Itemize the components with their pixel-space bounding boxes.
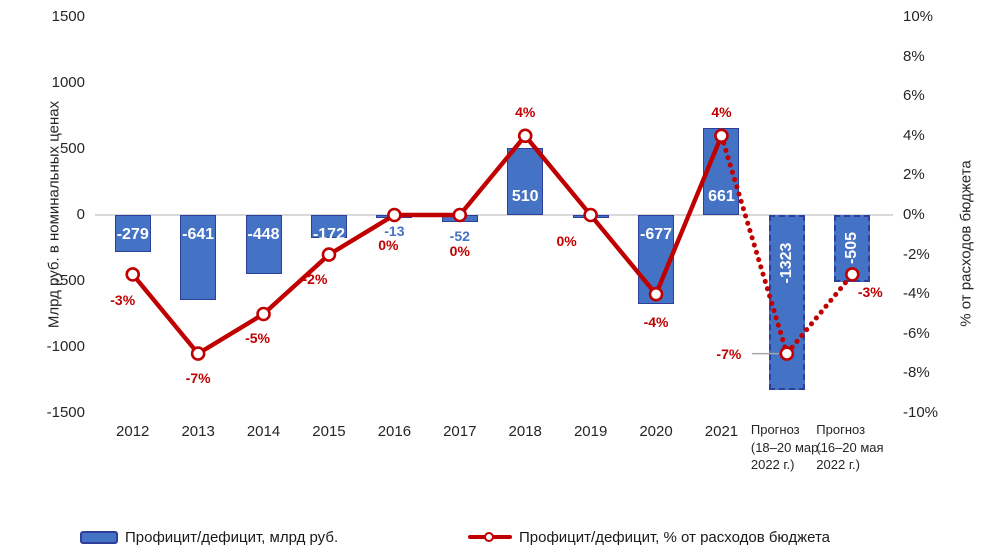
legend-item-bars: Профицит/дефицит, млрд руб. bbox=[80, 524, 338, 550]
bar-series-swatch bbox=[80, 530, 118, 544]
bar-value-label: -641 bbox=[182, 226, 215, 243]
pct-value-label: -3% bbox=[857, 284, 883, 301]
pct-value-label: -3% bbox=[110, 292, 136, 309]
x-axis-label: 2021 bbox=[704, 423, 739, 440]
left-axis-tick: 0 bbox=[76, 206, 85, 223]
x-axis-label: 2020 bbox=[639, 423, 673, 440]
x-axis-label: 2018 bbox=[508, 423, 542, 440]
legend-item-line: Профицит/дефицит, % от расходов бюджета bbox=[468, 524, 830, 550]
pct-value-label: -7% bbox=[716, 345, 742, 362]
right-axis-tick: 4% bbox=[903, 126, 925, 144]
bar-value-label: -172 bbox=[312, 226, 345, 243]
pct-value-label: 4% bbox=[515, 103, 536, 120]
x-axis-label: 2017 bbox=[443, 423, 477, 440]
pct-value-label: 0% bbox=[556, 233, 577, 249]
line-marker bbox=[844, 267, 860, 282]
pct-value-label: 0% bbox=[378, 237, 399, 253]
pct-value-label: -7% bbox=[185, 369, 211, 386]
right-axis-tick: -6% bbox=[903, 324, 930, 342]
line-marker bbox=[779, 346, 795, 361]
deficit-bar bbox=[507, 147, 544, 215]
legend-label-bars: Профицит/дефицит, млрд руб. bbox=[125, 528, 339, 546]
pct-value-label: -5% bbox=[245, 330, 270, 346]
bar-value-label: -279 bbox=[116, 226, 149, 243]
line-marker bbox=[125, 267, 141, 282]
deficit-bar bbox=[114, 215, 151, 252]
line-marker bbox=[452, 207, 468, 223]
x-axis-label: 2013 bbox=[181, 423, 215, 440]
left-axis-tick: 500 bbox=[59, 140, 85, 157]
left-axis-tick: 1000 bbox=[51, 74, 85, 91]
x-axis-label-forecast: Прогноз (18–20 мар. 2022 г.) bbox=[750, 422, 822, 473]
legend-label-line: Профицит/дефицит, % от расходов бюджета bbox=[519, 528, 831, 546]
line-marker bbox=[583, 207, 598, 223]
deficit-bar bbox=[245, 215, 282, 275]
line-series-swatch bbox=[468, 530, 512, 544]
legend-line-marker-icon bbox=[484, 532, 494, 542]
right-axis-tick: 8% bbox=[903, 47, 925, 65]
zero-axis-line bbox=[95, 214, 893, 216]
deficit-bar bbox=[180, 215, 217, 300]
line-marker bbox=[714, 128, 729, 144]
x-axis-label: 2014 bbox=[246, 423, 281, 440]
x-axis-label: 2012 bbox=[116, 423, 150, 440]
line-marker bbox=[387, 207, 402, 223]
left-axis-tick: -1500 bbox=[46, 404, 85, 421]
bar-value-label: 510 bbox=[511, 188, 539, 205]
line-marker bbox=[321, 247, 337, 262]
left-axis-tick: -1000 bbox=[46, 338, 85, 355]
line-marker bbox=[190, 346, 206, 361]
chart-legend: Профицит/дефицит, млрд руб. Профицит/деф… bbox=[0, 524, 998, 550]
bar-value-label-outside: -13 bbox=[384, 223, 405, 239]
left-axis-tick: 1500 bbox=[51, 8, 85, 25]
pct-value-label: -4% bbox=[643, 314, 669, 331]
bar-value-label: -677 bbox=[640, 226, 673, 243]
right-axis-tick: -2% bbox=[903, 245, 930, 263]
right-axis-tick: 0% bbox=[903, 206, 925, 223]
x-axis-label: 2016 bbox=[377, 423, 412, 440]
x-axis-label: 2019 bbox=[573, 423, 608, 440]
pct-value-label: -2% bbox=[302, 270, 328, 287]
right-axis-tick: 6% bbox=[903, 87, 925, 105]
bar-value-label-outside: -52 bbox=[449, 228, 470, 244]
line-marker bbox=[256, 306, 271, 322]
right-axis-tick: -8% bbox=[903, 364, 930, 382]
bar-value-label: -448 bbox=[247, 226, 280, 243]
right-axis-tick: -10% bbox=[903, 404, 939, 421]
pct-line-dotted bbox=[719, 133, 855, 359]
right-axis-tick: 10% bbox=[903, 8, 934, 25]
line-marker bbox=[517, 128, 533, 144]
pct-line-solid bbox=[131, 133, 724, 356]
x-axis-label: 2015 bbox=[312, 423, 346, 440]
right-axis-tick: 2% bbox=[903, 166, 925, 184]
pct-value-label: 0% bbox=[449, 243, 470, 259]
pct-value-label: 4% bbox=[711, 103, 732, 120]
deficit-bar bbox=[310, 215, 347, 238]
bar-value-label: 661 bbox=[708, 188, 735, 205]
right-axis-tick: -4% bbox=[903, 285, 930, 303]
line-marker bbox=[648, 286, 664, 302]
left-axis-tick: -500 bbox=[54, 272, 85, 289]
x-axis-label-forecast: Прогноз (16–20 мая 2022 г.) bbox=[816, 422, 884, 473]
